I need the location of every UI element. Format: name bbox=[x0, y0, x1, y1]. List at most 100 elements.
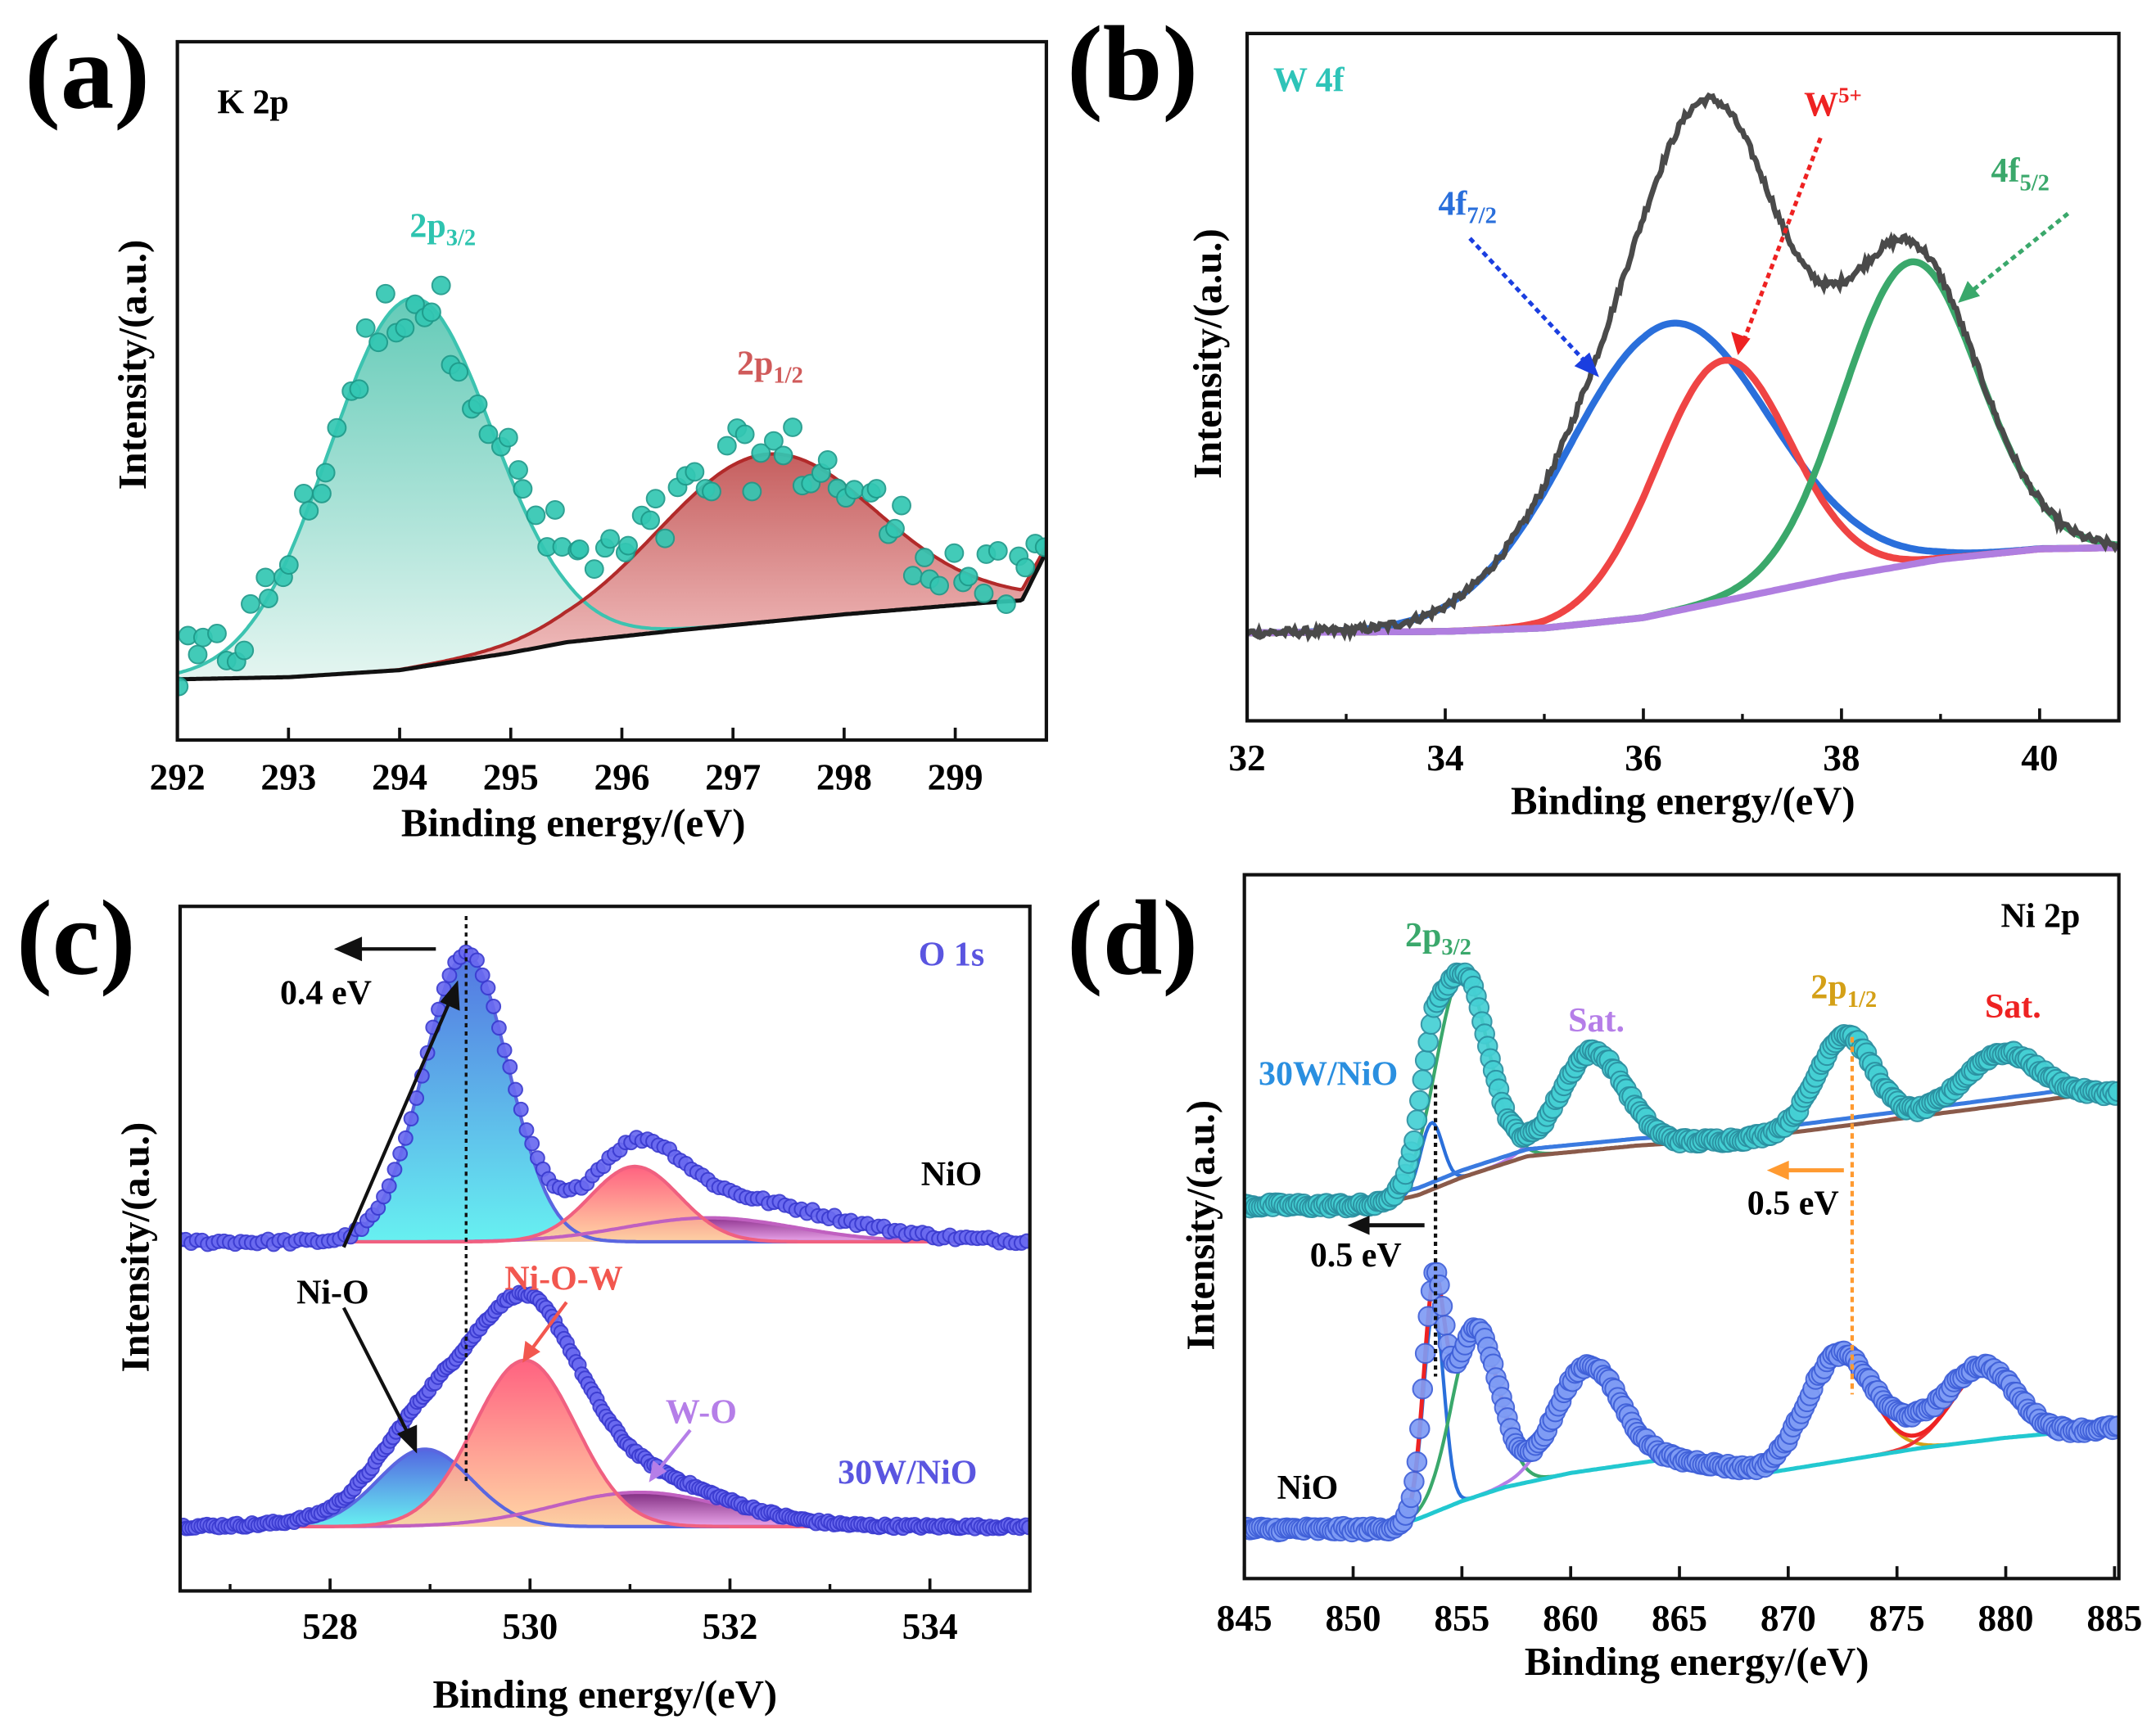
sample-label-nio: NiO bbox=[921, 1156, 983, 1194]
annotation-arrows bbox=[1468, 137, 2070, 377]
data-point bbox=[702, 481, 721, 502]
y-axis-title: Intensity/(a.u.) bbox=[111, 240, 155, 490]
x-tick-label: 860 bbox=[1543, 1598, 1598, 1639]
data-point bbox=[958, 566, 979, 587]
x-tick-label: 293 bbox=[260, 756, 316, 797]
x-axis-title: Binding energy/(eV) bbox=[401, 801, 746, 846]
data-point bbox=[498, 427, 518, 448]
data-points bbox=[177, 275, 1046, 697]
x-tick-label: 296 bbox=[594, 756, 649, 797]
data-point bbox=[441, 968, 458, 983]
trace-nio bbox=[1244, 1261, 2119, 1543]
x-tick-label: 297 bbox=[705, 756, 761, 797]
background-line bbox=[1247, 544, 2119, 637]
x-tick-label: 294 bbox=[372, 756, 427, 797]
data-point bbox=[751, 443, 771, 463]
data-points bbox=[1244, 1261, 2119, 1543]
panel-letter: (b) bbox=[1067, 5, 1198, 124]
x-tick-label: 875 bbox=[1869, 1598, 1925, 1639]
x-tick-label: 38 bbox=[1823, 738, 1860, 778]
data-point bbox=[405, 294, 425, 314]
data-point bbox=[386, 1162, 403, 1178]
data-point bbox=[315, 463, 336, 483]
data-point bbox=[1429, 1274, 1450, 1296]
plot-frame bbox=[178, 905, 1032, 1593]
data-point bbox=[524, 1135, 540, 1152]
panel-letter: (c) bbox=[16, 878, 135, 997]
data-point bbox=[259, 589, 278, 608]
plot-area bbox=[177, 275, 1046, 697]
x-tick-label: 528 bbox=[302, 1606, 358, 1647]
peak-label-2p1-2: 2p1/2 bbox=[737, 345, 803, 388]
data-point bbox=[188, 644, 208, 665]
peak-label-2p3-2: 2p3/2 bbox=[409, 207, 476, 250]
sample-label-30w-nio: 30W/NiO bbox=[838, 1454, 977, 1492]
data-point bbox=[1019, 1233, 1030, 1249]
x-tick-label: 532 bbox=[702, 1606, 757, 1647]
background-line bbox=[177, 550, 1046, 682]
peak-label-2p1-2: 2p1/2 bbox=[1810, 969, 1877, 1013]
data-point bbox=[508, 460, 528, 480]
data-point bbox=[929, 575, 949, 596]
panel-a: (a) 292 293 294 295 296 297 298 299 K 2p 2p3/2 … bbox=[25, 13, 1048, 846]
data-point bbox=[655, 528, 676, 548]
annotation-arrows bbox=[333, 936, 692, 1483]
data-point bbox=[299, 500, 319, 521]
data-points bbox=[1244, 962, 2119, 1219]
x-tick-label: 295 bbox=[483, 756, 539, 797]
data-point bbox=[327, 417, 347, 438]
data-point bbox=[1015, 557, 1036, 578]
data-point bbox=[526, 505, 546, 526]
data-point bbox=[508, 1081, 523, 1098]
data-point bbox=[1406, 1451, 1428, 1473]
sample-label-30w-nio: 30W/NiO bbox=[1259, 1055, 1398, 1093]
data-point bbox=[395, 318, 415, 338]
data-point bbox=[1403, 1130, 1425, 1152]
x-tick-label: 40 bbox=[2021, 738, 2058, 778]
data-point bbox=[685, 462, 705, 482]
peak-fill-w-o bbox=[179, 1217, 1030, 1242]
data-point bbox=[763, 431, 784, 451]
panel-letter: (d) bbox=[1067, 878, 1198, 997]
data-point bbox=[742, 481, 762, 502]
annotation-arrows bbox=[1347, 1160, 1844, 1235]
data-point bbox=[892, 495, 911, 516]
trace-30w-nio bbox=[1244, 962, 2119, 1219]
data-points bbox=[179, 944, 1030, 1252]
x-tick-label: 36 bbox=[1625, 738, 1661, 778]
data-point bbox=[783, 417, 802, 437]
x-tick-label: 298 bbox=[816, 756, 872, 797]
data-point bbox=[496, 1042, 513, 1058]
peak-fill-2p3-2 bbox=[177, 298, 1046, 679]
plot-area bbox=[1247, 92, 2119, 643]
data-line bbox=[1247, 92, 2119, 643]
data-point bbox=[403, 1111, 419, 1127]
data-point bbox=[1417, 1306, 1439, 1327]
data-point bbox=[234, 640, 255, 661]
data-point bbox=[1414, 1049, 1436, 1072]
x-tick-label: 845 bbox=[1217, 1598, 1272, 1639]
x-tick-label: 885 bbox=[2086, 1598, 2142, 1639]
data-point bbox=[600, 529, 620, 549]
data-point bbox=[255, 567, 276, 588]
data-point bbox=[436, 981, 452, 997]
data-point bbox=[349, 379, 369, 399]
panel-c: (c) 528 530 532 534 O 1s 0.4 eV Ni-O Ni-O-W… bbox=[16, 878, 1032, 1717]
data-point bbox=[422, 302, 441, 323]
peak-fill-ni-o-w bbox=[179, 1360, 1030, 1527]
plot-frame bbox=[1245, 31, 2121, 723]
peak-label-2p3-2: 2p3/2 bbox=[1405, 917, 1471, 960]
peak-label-w5plus: W5+ bbox=[1804, 83, 1862, 124]
shift-label: 0.4 eV bbox=[280, 974, 372, 1012]
peak-label-4f7-2: 4f7/2 bbox=[1438, 186, 1496, 229]
data-point bbox=[468, 394, 488, 414]
x-tick-label: 292 bbox=[150, 756, 206, 797]
data-point bbox=[1409, 1090, 1431, 1112]
sat-label-1: Sat. bbox=[1568, 1002, 1625, 1040]
data-point bbox=[478, 424, 499, 445]
data-point bbox=[207, 623, 227, 643]
data-point bbox=[1435, 1315, 1456, 1336]
data-point bbox=[1406, 1109, 1428, 1131]
x-tick-label: 530 bbox=[502, 1606, 558, 1647]
